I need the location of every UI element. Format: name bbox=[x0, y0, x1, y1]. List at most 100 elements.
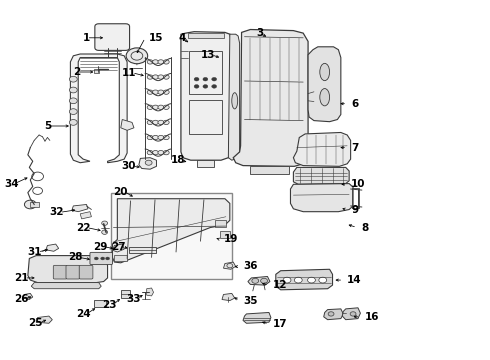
Polygon shape bbox=[343, 308, 361, 320]
Bar bbox=[220, 231, 230, 238]
Text: 14: 14 bbox=[347, 275, 362, 285]
Circle shape bbox=[102, 221, 108, 225]
Bar bbox=[94, 300, 106, 307]
Circle shape bbox=[194, 77, 199, 81]
Circle shape bbox=[152, 75, 158, 79]
Text: 4: 4 bbox=[178, 33, 186, 43]
Polygon shape bbox=[181, 32, 232, 160]
FancyBboxPatch shape bbox=[79, 265, 93, 279]
Text: 19: 19 bbox=[224, 234, 238, 244]
Polygon shape bbox=[23, 293, 33, 300]
Polygon shape bbox=[324, 309, 343, 320]
Text: 10: 10 bbox=[351, 179, 366, 189]
Circle shape bbox=[147, 75, 153, 79]
Ellipse shape bbox=[232, 93, 238, 109]
Text: 7: 7 bbox=[351, 143, 359, 153]
Circle shape bbox=[163, 135, 169, 140]
Circle shape bbox=[147, 105, 153, 109]
Text: 35: 35 bbox=[244, 296, 258, 306]
Circle shape bbox=[152, 105, 158, 109]
Polygon shape bbox=[250, 166, 290, 174]
Ellipse shape bbox=[320, 89, 330, 106]
Text: 20: 20 bbox=[114, 186, 128, 197]
Bar bbox=[30, 202, 39, 207]
Text: 34: 34 bbox=[4, 179, 19, 189]
Text: 32: 32 bbox=[49, 207, 64, 217]
FancyBboxPatch shape bbox=[66, 265, 80, 279]
Text: 13: 13 bbox=[201, 50, 215, 60]
Circle shape bbox=[147, 60, 153, 64]
Circle shape bbox=[102, 230, 108, 234]
Text: 3: 3 bbox=[256, 28, 263, 38]
Circle shape bbox=[152, 135, 158, 140]
Circle shape bbox=[95, 257, 98, 260]
Text: 21: 21 bbox=[14, 273, 28, 283]
Polygon shape bbox=[291, 184, 353, 212]
Circle shape bbox=[212, 77, 217, 81]
Bar bbox=[188, 33, 224, 38]
Circle shape bbox=[163, 105, 169, 109]
Text: 6: 6 bbox=[351, 99, 358, 109]
Circle shape bbox=[101, 257, 105, 260]
Text: 8: 8 bbox=[361, 222, 368, 233]
Circle shape bbox=[158, 75, 164, 79]
Polygon shape bbox=[80, 212, 92, 219]
Polygon shape bbox=[36, 316, 52, 323]
Circle shape bbox=[158, 150, 164, 155]
Text: 36: 36 bbox=[244, 261, 258, 271]
Polygon shape bbox=[233, 30, 308, 166]
Circle shape bbox=[203, 85, 208, 88]
Polygon shape bbox=[31, 283, 101, 289]
Text: 33: 33 bbox=[126, 294, 141, 304]
Circle shape bbox=[158, 120, 164, 125]
Circle shape bbox=[24, 200, 36, 209]
Text: 12: 12 bbox=[273, 280, 287, 290]
Text: 16: 16 bbox=[365, 312, 379, 322]
Text: 15: 15 bbox=[149, 33, 164, 43]
Circle shape bbox=[294, 277, 302, 283]
Text: 1: 1 bbox=[83, 33, 91, 43]
Text: 23: 23 bbox=[102, 300, 116, 310]
Circle shape bbox=[163, 120, 169, 125]
Circle shape bbox=[328, 312, 334, 316]
Text: 9: 9 bbox=[351, 204, 358, 215]
Text: 28: 28 bbox=[69, 252, 83, 262]
Text: 26: 26 bbox=[14, 294, 28, 304]
Circle shape bbox=[163, 90, 169, 94]
Polygon shape bbox=[228, 34, 240, 160]
Circle shape bbox=[147, 150, 153, 155]
Circle shape bbox=[70, 109, 77, 114]
Bar bbox=[114, 255, 126, 261]
Text: 29: 29 bbox=[93, 242, 108, 252]
Circle shape bbox=[70, 98, 77, 104]
Polygon shape bbox=[294, 132, 351, 166]
Circle shape bbox=[319, 277, 327, 283]
Text: 27: 27 bbox=[112, 242, 126, 252]
Circle shape bbox=[194, 85, 199, 88]
Text: 17: 17 bbox=[273, 319, 288, 329]
Circle shape bbox=[252, 278, 259, 283]
Text: 24: 24 bbox=[76, 309, 91, 319]
Circle shape bbox=[158, 90, 164, 94]
Circle shape bbox=[283, 277, 291, 283]
Text: 30: 30 bbox=[122, 161, 136, 171]
Text: 2: 2 bbox=[74, 67, 81, 77]
Circle shape bbox=[126, 48, 147, 64]
Polygon shape bbox=[248, 276, 270, 285]
Circle shape bbox=[158, 105, 164, 109]
Text: 11: 11 bbox=[122, 68, 136, 78]
Circle shape bbox=[147, 135, 153, 140]
Polygon shape bbox=[196, 160, 214, 167]
Circle shape bbox=[212, 85, 217, 88]
Text: 25: 25 bbox=[28, 318, 43, 328]
Bar bbox=[121, 290, 129, 298]
Polygon shape bbox=[308, 47, 341, 122]
Circle shape bbox=[70, 87, 77, 93]
FancyBboxPatch shape bbox=[95, 24, 129, 50]
Circle shape bbox=[145, 160, 152, 165]
Circle shape bbox=[261, 278, 268, 283]
Circle shape bbox=[147, 90, 153, 94]
Circle shape bbox=[152, 150, 158, 155]
FancyBboxPatch shape bbox=[53, 265, 67, 279]
Circle shape bbox=[152, 120, 158, 125]
